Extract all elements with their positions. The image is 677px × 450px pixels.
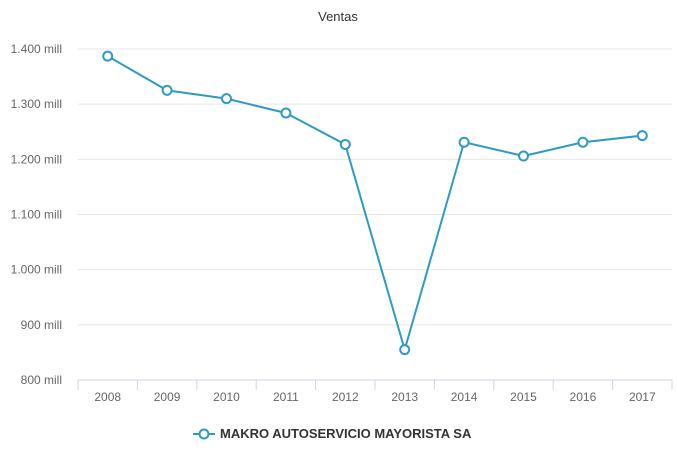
- series-line: [107, 55, 643, 351]
- y-tick-label: 1.200 mill: [11, 152, 62, 166]
- y-tick-label: 800 mill: [21, 373, 62, 387]
- data-point[interactable]: [280, 107, 292, 119]
- data-point[interactable]: [339, 138, 351, 150]
- legend-point-marker: [198, 428, 210, 440]
- x-tick-label: 2009: [154, 390, 181, 404]
- x-tick-label: 2014: [451, 390, 478, 404]
- y-tick-label: 900 mill: [21, 318, 62, 332]
- legend-series-label[interactable]: MAKRO AUTOSERVICIO MAYORISTA SA: [220, 426, 472, 441]
- x-tick-label: 2015: [510, 390, 537, 404]
- data-point[interactable]: [518, 150, 529, 162]
- data-point[interactable]: [102, 50, 114, 62]
- data-point[interactable]: [636, 130, 648, 142]
- legend[interactable]: MAKRO AUTOSERVICIO MAYORISTA SA: [193, 426, 472, 441]
- y-tick-label: 1.000 mill: [11, 263, 62, 277]
- y-axis: 800 mill 900 mill 1.000 mill 1.100 mill 1.20…: [11, 42, 62, 387]
- x-axis: 2008 2009 2010 2011 2012 2013 2014 2015 2016 2017: [77, 379, 673, 404]
- x-tick-label: 2012: [332, 390, 359, 404]
- x-tick-label: 2011: [273, 390, 299, 404]
- data-point[interactable]: [221, 93, 232, 105]
- data-point[interactable]: [399, 344, 411, 356]
- x-tick-label: 2010: [213, 390, 240, 404]
- gridlines: [78, 48, 672, 326]
- series-layer: [102, 50, 648, 356]
- x-tick-label: 2016: [570, 390, 597, 404]
- y-tick-label: 1.300 mill: [11, 97, 62, 111]
- x-tick-label: 2008: [94, 390, 121, 404]
- y-tick-label: 1.100 mill: [11, 208, 62, 222]
- chart-title: Ventas: [318, 9, 358, 24]
- data-point[interactable]: [161, 84, 173, 96]
- data-point[interactable]: [458, 136, 470, 148]
- x-tick-label: 2017: [629, 390, 656, 404]
- x-tick-label: 2013: [391, 390, 418, 404]
- y-tick-label: 1.400 mill: [11, 42, 62, 56]
- data-point[interactable]: [577, 136, 589, 148]
